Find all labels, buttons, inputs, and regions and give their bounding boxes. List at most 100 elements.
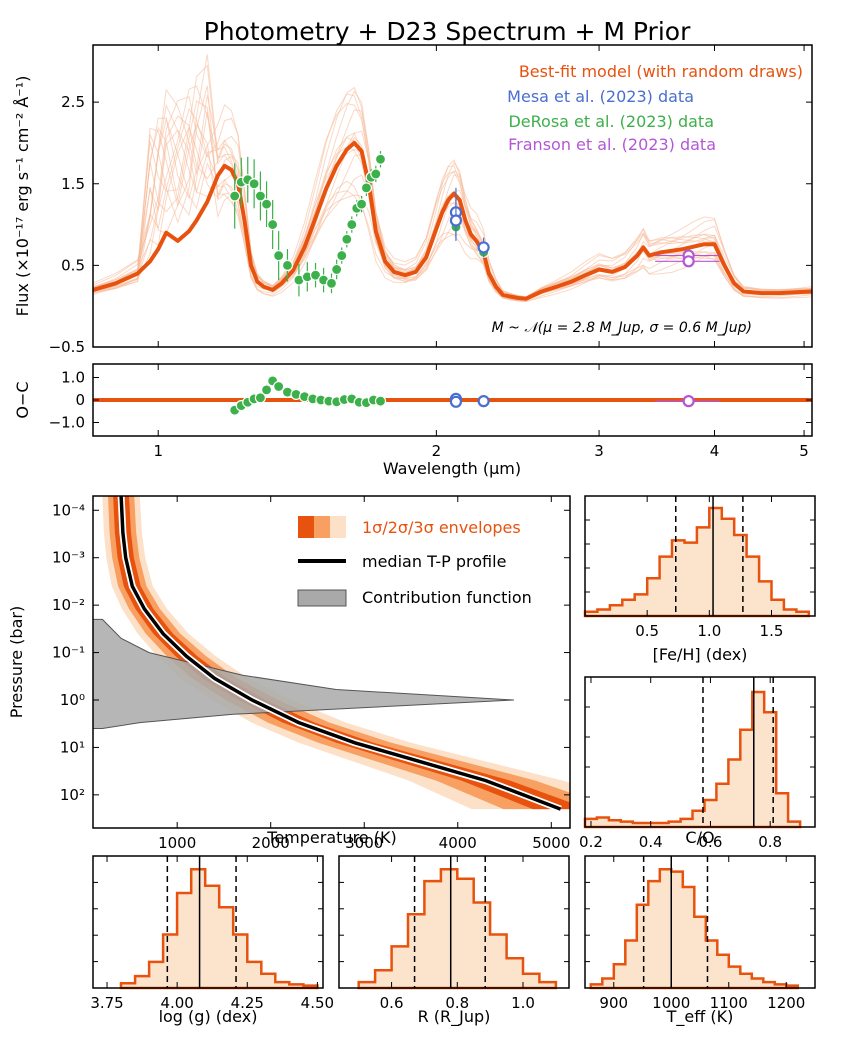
prior-annotation: M ~ 𝒩(μ = 2.8 M_Jup, σ = 0.6 M_Jup): [492, 320, 752, 336]
mesa-residual-point: [477, 395, 490, 408]
derosa-point: [374, 153, 387, 165]
co-xtick-label: 0.8: [758, 833, 782, 851]
legend-swatch-1sigma: [298, 516, 314, 538]
residual-xtick-label: 3: [594, 442, 604, 460]
feh-frame: [584, 495, 816, 617]
co-posterior: 0.2 0.4 0.6 0.8: [579, 677, 815, 851]
co-xtick-label: 0.4: [639, 833, 663, 851]
feh-hist-outline: [583, 506, 811, 618]
logg-xtick-label: 4.00: [160, 994, 193, 1012]
model-draw-line: [93, 129, 812, 302]
feh-xtick-label: 1.5: [760, 622, 784, 640]
figure-title: Photometry + D23 Spectrum + M Prior: [204, 17, 691, 46]
tp-xlabel: Temperature (K): [266, 828, 396, 847]
derosa-point: [248, 178, 260, 190]
derosa-point: [260, 198, 273, 210]
tp-ytick-label: 10⁰: [60, 691, 85, 709]
radius-frame: [338, 855, 570, 989]
co-xlabel: C/O: [685, 828, 714, 847]
radius-xlabel: R (R_Jup): [418, 1007, 491, 1027]
derosa-point: [254, 190, 266, 202]
derosa-point: [229, 190, 241, 202]
mesa-residual-point: [449, 395, 463, 408]
feh-xlabel: [Fe/H] (dex): [653, 645, 748, 664]
tp-ytick-label: 10⁻⁴: [52, 501, 85, 519]
radius-xtick-label: 1.0: [511, 994, 535, 1012]
franson-residual-point: [682, 395, 695, 408]
tp-xtick-label: 2000: [252, 834, 290, 852]
spectrum-ylabel: Flux (×10⁻¹⁷ erg s⁻¹ cm⁻² Å⁻¹): [13, 76, 32, 317]
legend-swatch-2sigma: [314, 516, 330, 538]
legend-mesa: Mesa et al. (2023) data: [507, 87, 694, 106]
teff-hist-outline: [589, 867, 800, 990]
legend-contribution-swatch: [297, 589, 347, 607]
derosa-point: [309, 269, 322, 281]
spectrum-frame: [92, 44, 813, 348]
tp-ytick-label: 10⁻²: [52, 596, 85, 614]
derosa-point: [355, 198, 368, 210]
model-draw-line: [93, 93, 812, 299]
logg-xtick-label: 3.75: [90, 994, 123, 1012]
residual-panel: −1.0 0 1.0 1 2 3 4 5: [49, 364, 812, 460]
residual-xtick-label: 1: [153, 442, 163, 460]
feh-xtick-label: 0.5: [635, 622, 659, 640]
tp-2sigma-envelope: [108, 496, 570, 810]
tp-frame: [92, 495, 571, 829]
tp-xtick-label: 4000: [439, 834, 477, 852]
spectrum-plot-area: [93, 54, 812, 303]
derosa-point: [281, 259, 294, 271]
derosa-point: [360, 182, 372, 194]
legend-derosa: DeRosa et al. (2023) data: [508, 112, 714, 131]
teff-hist-fill: [590, 869, 798, 988]
residual-xtick-label: 5: [799, 442, 809, 460]
derosa-residual-point: [260, 384, 273, 396]
legend-swatch-3sigma: [330, 516, 346, 538]
radius-hist-outline: [357, 867, 558, 990]
radius-xtick-label: 0.6: [380, 994, 404, 1012]
model-draw-line: [93, 85, 812, 298]
derosa-residual-point: [273, 380, 285, 393]
derosa-residual-point: [374, 395, 387, 407]
co-hist-outline: [583, 690, 802, 829]
feh-hist-fill: [585, 508, 809, 616]
legend-median: median T-P profile: [362, 552, 506, 571]
co-hist-fill: [585, 692, 801, 827]
tp-xtick-label: 1000: [158, 834, 196, 852]
residual-xtick-label: 4: [710, 442, 720, 460]
derosa-point: [331, 263, 343, 276]
tp-ytick-label: 10¹: [60, 738, 85, 756]
derosa-point: [273, 249, 285, 262]
legend-envelopes: 1σ/2σ/3σ envelopes: [362, 518, 521, 537]
model-draw-line: [93, 100, 812, 300]
spectrum-panel: −0.5 0.5 1.5 2.5: [49, 45, 812, 356]
teff-xtick-label: 900: [599, 994, 628, 1012]
teff-frame: [584, 855, 816, 989]
derosa-point: [267, 218, 279, 231]
tp-xtick-label: 5000: [532, 834, 570, 852]
residual-ytick-label: 1.0: [61, 369, 85, 387]
logg-frame: [92, 855, 324, 989]
feh-xtick-label: 1.0: [697, 622, 721, 640]
model-draw-line: [93, 126, 812, 302]
tp-ytick-label: 10⁻¹: [52, 644, 85, 662]
mesa-point: [477, 241, 490, 254]
spectrum-ytick-label: −0.5: [49, 338, 85, 356]
contribution-function-area: [93, 618, 514, 729]
co-xtick-label: 0.6: [699, 833, 723, 851]
derosa-point: [325, 277, 338, 289]
spectrum-ytick-label: 1.5: [61, 175, 85, 193]
radius-xtick-label: 0.8: [445, 994, 469, 1012]
tp-ytick-label: 10⁻³: [52, 549, 85, 567]
derosa-residual-point: [254, 392, 266, 404]
logg-xtick-label: 4.25: [231, 994, 264, 1012]
residual-xtick-label: 2: [432, 442, 442, 460]
teff-xtick-label: 1200: [767, 994, 805, 1012]
logg-posterior: 3.75 4.00 4.25 4.50: [90, 856, 334, 1012]
tp-ytick-label: 10²: [60, 786, 85, 804]
co-frame: [584, 676, 816, 828]
residual-xlabel: Wavelength (μm): [383, 459, 521, 478]
residual-frame: [92, 363, 813, 437]
median-tp-halo: [117, 496, 562, 813]
derosa-point: [370, 168, 382, 180]
